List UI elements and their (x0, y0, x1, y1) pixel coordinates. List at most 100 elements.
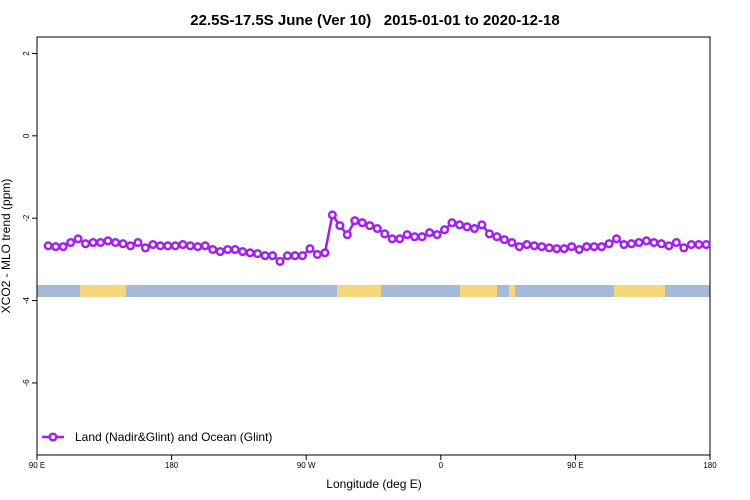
data-point (312, 249, 322, 259)
data-point (350, 216, 360, 226)
data-point (664, 241, 674, 251)
chart-title: 22.5S-17.5S June (Ver 10) 2015-01-01 to … (190, 12, 559, 29)
data-point (178, 240, 188, 250)
x-axis-label: Longitude (deg E) (326, 477, 421, 491)
data-point (88, 237, 98, 248)
data-point (679, 243, 689, 253)
data-point (155, 241, 165, 251)
data-point (290, 251, 300, 261)
data-point (163, 241, 173, 251)
y-tick-label: 0 (22, 133, 31, 138)
data-point (694, 240, 704, 250)
x-tick-label: 90 W (297, 461, 316, 470)
surface-strip (37, 285, 710, 297)
data-point (335, 221, 345, 231)
data-point (268, 251, 278, 261)
x-tick-label: 0 (439, 461, 444, 470)
data-point (230, 244, 240, 255)
data-point (484, 229, 494, 239)
data-point (380, 229, 390, 239)
data-point (342, 230, 352, 240)
data-point (245, 248, 255, 258)
land-strip (337, 285, 381, 297)
data-point (671, 237, 681, 248)
data-point (567, 242, 577, 252)
land-strip (460, 285, 497, 297)
data-point (656, 239, 666, 249)
data-point (43, 241, 53, 251)
x-tick-label: 90 E (567, 461, 583, 470)
data-point (447, 218, 457, 228)
data-point (514, 242, 524, 252)
data-point (327, 210, 337, 220)
data-point (499, 235, 509, 245)
data-point (58, 242, 68, 252)
data-point (200, 241, 210, 251)
data-point (522, 240, 532, 250)
data-point (417, 232, 427, 242)
data-point (110, 237, 121, 248)
land-strip (80, 285, 126, 297)
x-tick-label: 180 (165, 461, 179, 470)
data-point (260, 251, 270, 261)
land-strip (614, 285, 665, 297)
data-point (477, 220, 487, 230)
data-point (148, 240, 158, 250)
data-point (686, 240, 696, 250)
data-point (133, 237, 143, 248)
data-point (51, 242, 61, 252)
data-point (66, 237, 76, 248)
data-point (193, 242, 203, 252)
data-point (492, 232, 502, 242)
data-point (387, 234, 397, 244)
land-strip (509, 285, 515, 297)
data-point (634, 237, 644, 248)
data-point (439, 225, 450, 235)
data-point (357, 218, 367, 228)
data-point (170, 241, 180, 251)
data-point (469, 223, 480, 234)
data-point (365, 221, 375, 231)
y-tick-label: -2 (22, 214, 31, 222)
data-point (125, 241, 136, 251)
data-point (297, 251, 308, 261)
data-point (223, 244, 233, 255)
data-point (185, 241, 195, 251)
data-point (372, 223, 382, 234)
data-point (253, 249, 263, 259)
data-point (582, 242, 592, 252)
data-point (597, 242, 607, 252)
data-point (641, 236, 651, 246)
y-tick-label: -6 (22, 379, 31, 387)
x-tick-label: 90 E (29, 461, 45, 470)
data-point (537, 242, 547, 252)
data-point (238, 247, 248, 257)
x-tick-label: 180 (703, 461, 717, 470)
legend-marker (48, 432, 58, 442)
y-axis-label: XCO2 - MLO trend (ppm) (0, 179, 13, 314)
data-point (544, 243, 554, 253)
data-point (208, 244, 218, 255)
data-point (140, 243, 150, 253)
data-point (305, 244, 315, 254)
data-point (604, 239, 614, 249)
data-point (275, 256, 285, 266)
data-point (410, 232, 420, 242)
data-point (589, 242, 599, 252)
data-point (320, 248, 330, 258)
data-point (425, 228, 435, 238)
y-tick-label: 2 (22, 51, 31, 56)
data-point (215, 247, 225, 257)
legend-label: Land (Nadir&Glint) and Ocean (Glint) (75, 430, 272, 444)
data-point (701, 240, 711, 250)
data-point (529, 241, 539, 251)
data-point (574, 244, 584, 255)
data-point (118, 239, 128, 249)
data-point (462, 222, 472, 232)
data-point (81, 239, 91, 249)
data-point (282, 251, 293, 261)
data-point (559, 244, 569, 254)
data-point (73, 234, 83, 244)
